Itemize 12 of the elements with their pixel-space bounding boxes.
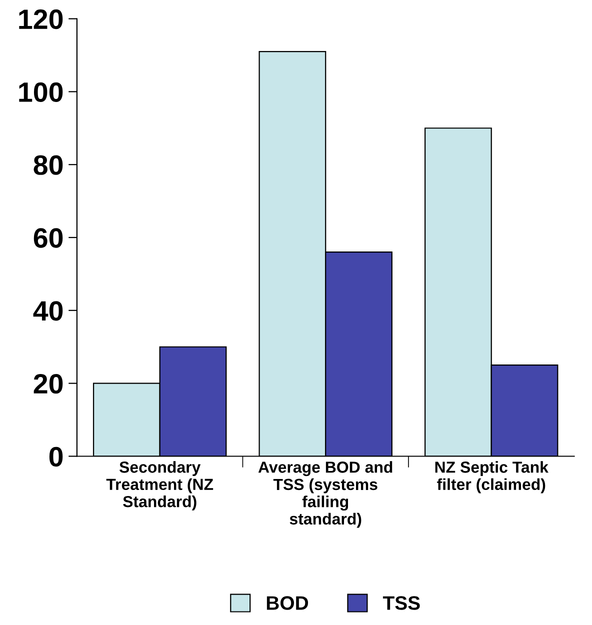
x-tick-label: Secondary Treatment (NZ Standard) <box>106 461 214 510</box>
x-tick-label: NZ Septic Tank filter (claimed) <box>435 461 548 494</box>
y-tick-label: 100 <box>19 82 63 102</box>
legend-label: TSS <box>382 596 420 610</box>
y-tick-label: 120 <box>19 9 63 30</box>
y-tick-label: 0 <box>49 446 63 467</box>
legend-label: BOD <box>266 596 308 610</box>
y-tick-label: 60 <box>34 228 63 248</box>
y-tick-label: 20 <box>34 374 63 394</box>
y-tick-label: 80 <box>34 155 63 175</box>
x-tick-label: Average BOD and TSS (systems failing standard) <box>258 461 392 528</box>
y-tick-label: 40 <box>33 301 63 321</box>
